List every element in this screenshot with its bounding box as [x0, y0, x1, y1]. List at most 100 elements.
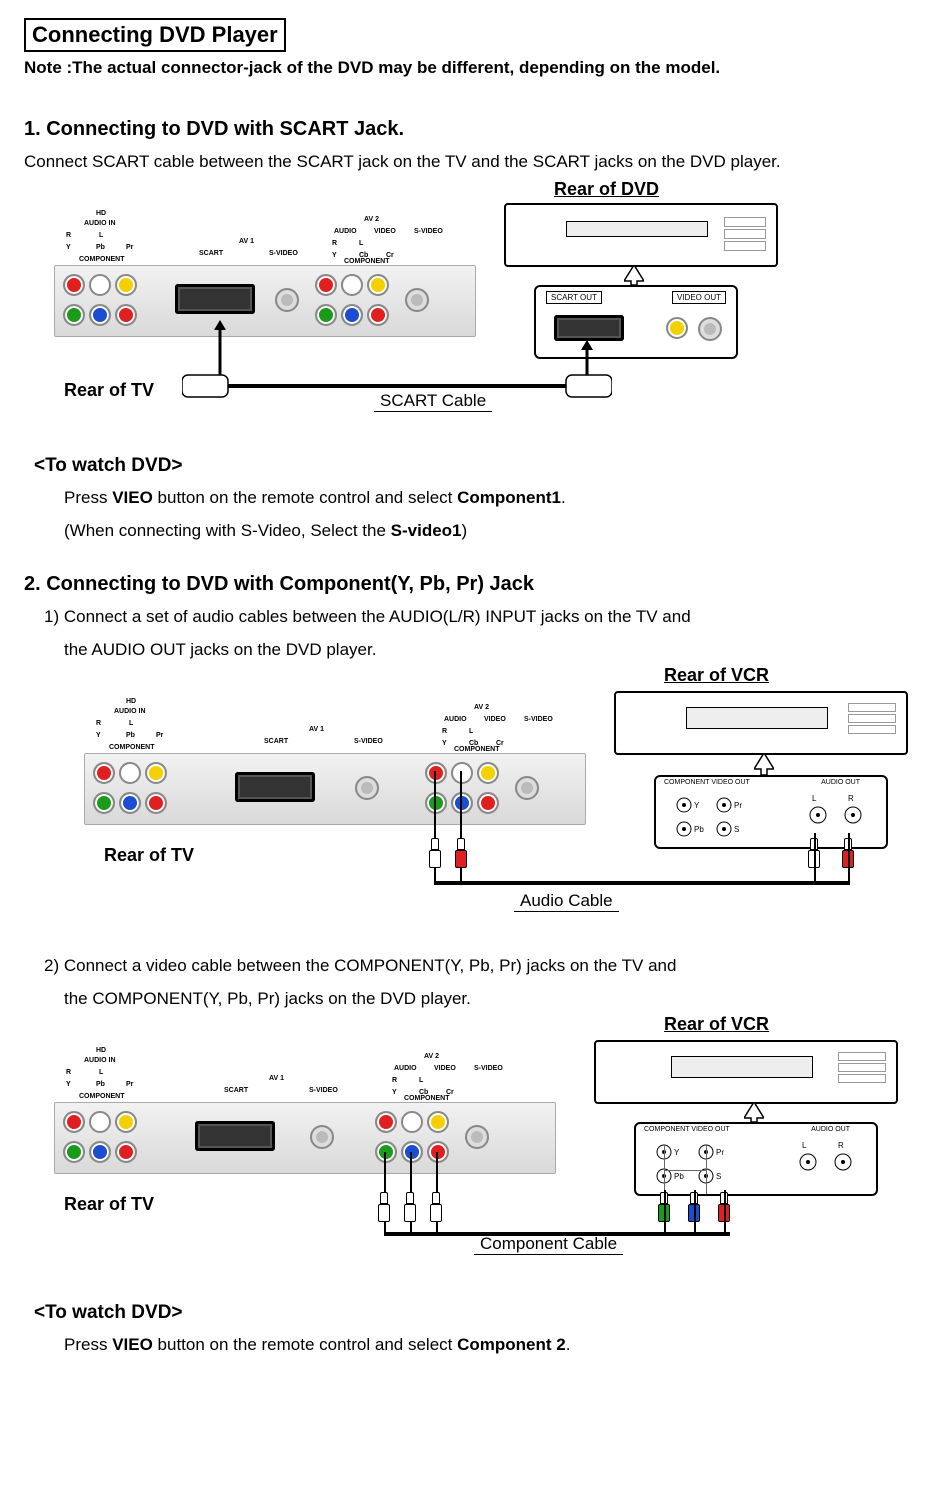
svg-text:VIDEO: VIDEO — [434, 1065, 456, 1072]
jack2-y — [315, 304, 337, 326]
jack-pb — [89, 304, 111, 326]
scart-arrow-up — [210, 320, 230, 380]
jack-comp-cb — [401, 1141, 423, 1163]
lbl-y2: Y — [332, 252, 337, 259]
svg-text:Pb: Pb — [674, 1172, 684, 1181]
svg-text:L: L — [802, 1141, 807, 1150]
jack2-cb — [341, 304, 363, 326]
svg-text:AV 2: AV 2 — [474, 704, 489, 711]
vieo-button-ref-2: VIEO — [112, 1335, 153, 1354]
watch1-line2: (When connecting with S-Video, Select th… — [64, 518, 907, 544]
section2-step2a: 2) Connect a video cable between the COM… — [44, 953, 907, 979]
svg-text:L: L — [812, 794, 817, 803]
jack-av2-r — [425, 762, 447, 784]
svg-text:L: L — [99, 1069, 104, 1076]
tv-panel-bg — [54, 265, 476, 337]
svg-text:S-VIDEO: S-VIDEO — [474, 1065, 503, 1072]
plug-pr-tv — [430, 1192, 442, 1220]
svg-text:AUDIO IN: AUDIO IN — [114, 708, 146, 715]
rear-tv-label-3: Rear of TV — [64, 1194, 154, 1215]
svg-text:S-VIDEO: S-VIDEO — [354, 738, 383, 745]
jack-comp-y — [375, 1141, 397, 1163]
svg-text:Y: Y — [66, 1081, 71, 1088]
plug-y-tv — [378, 1192, 390, 1220]
svg-text:SCART: SCART — [224, 1087, 249, 1094]
jack-pr — [115, 304, 137, 326]
dvd-zoom-arrow — [624, 265, 644, 285]
diagram-component: Rear of VCR HD AUDIO IN R L Y Pb Pr COMP… — [24, 1022, 907, 1282]
lbl-component2: COMPONENT — [344, 258, 390, 265]
jack2-l — [341, 274, 363, 296]
vcr-zoom-2: COMPONENT VIDEO OUT AUDIO OUT Y Pr Pb S … — [634, 1122, 878, 1196]
dvd-zoom-panel: SCART OUT VIDEO OUT — [534, 285, 738, 359]
rear-tv-label-2: Rear of TV — [104, 845, 194, 866]
lbl-svideo2: S-VIDEO — [414, 228, 443, 235]
jack-av2-l — [451, 762, 473, 784]
rear-vcr-label-1: Rear of VCR — [664, 665, 769, 686]
tv-rear-panel-3: HD AUDIO IN R L Y Pb Pr COMPONENT AV 1 S… — [54, 1042, 554, 1192]
lbl-hd: HD — [96, 210, 106, 217]
dvd-tray — [566, 221, 708, 237]
svg-text:R: R — [848, 794, 854, 803]
svg-text:Pb: Pb — [694, 825, 704, 834]
lbl-scart: SCART — [199, 250, 224, 257]
dvd-video-out-label: VIDEO OUT — [672, 291, 726, 304]
svg-text:COMPONENT: COMPONENT — [79, 1093, 125, 1100]
dvd-scart-out-label: SCART OUT — [546, 291, 602, 304]
jack2-r — [315, 274, 337, 296]
dvd-video-jack — [666, 317, 688, 339]
lbl-l: L — [99, 232, 104, 239]
tv-rear-panel: HD AUDIO IN R L Y Pb Pr COMPONENT AV 1 S… — [54, 205, 474, 355]
lbl-av2: AV 2 — [364, 216, 379, 223]
svg-text:AV 1: AV 1 — [309, 726, 324, 733]
dvd-buttons — [724, 217, 764, 247]
lbl-r2: R — [332, 240, 337, 247]
svg-text:COMPONENT: COMPONENT — [109, 744, 155, 751]
dvd-unit — [504, 203, 778, 267]
jack-video — [115, 274, 137, 296]
svg-text:AUDIO IN: AUDIO IN — [84, 1057, 116, 1064]
svg-text:L: L — [129, 720, 134, 727]
svg-text:S-VIDEO: S-VIDEO — [524, 716, 553, 723]
svg-text:S: S — [716, 1172, 721, 1181]
svg-text:R: R — [66, 1069, 71, 1076]
svg-text:AV 1: AV 1 — [269, 1075, 284, 1082]
vcr-zoom-arrow-2 — [744, 1102, 764, 1122]
section2-step1b: the AUDIO OUT jacks on the DVD player. — [64, 637, 907, 663]
lbl-pr: Pr — [126, 244, 134, 251]
svg-text:Pr: Pr — [716, 1148, 724, 1157]
svg-text:AUDIO: AUDIO — [394, 1065, 417, 1072]
dvd-svideo-port — [698, 317, 722, 341]
component2-ref: Component 2 — [457, 1335, 566, 1354]
plug-l-tv — [429, 838, 441, 866]
svg-text:AV 2: AV 2 — [424, 1053, 439, 1060]
svg-text:VIDEO: VIDEO — [484, 716, 506, 723]
svg-text:Pr: Pr — [734, 801, 742, 810]
lbl-component: COMPONENT — [79, 256, 125, 263]
tv-panel-bg-2 — [84, 753, 586, 825]
section2-heading: 2. Connecting to DVD with Component(Y, P… — [24, 573, 907, 596]
section1-line1: Connect SCART cable between the SCART ja… — [24, 149, 907, 175]
dvd-scart-port — [554, 315, 624, 341]
svg-text:L: L — [419, 1077, 424, 1084]
svg-text:Y: Y — [96, 732, 101, 739]
svg-text:Pb: Pb — [96, 1081, 105, 1088]
svg-text:Y: Y — [442, 740, 447, 747]
vcr-zoom-arrow-1 — [754, 753, 774, 775]
scart-port — [175, 284, 255, 314]
tv-panel-bg-3 — [54, 1102, 556, 1174]
watch-dvd-heading-2: <To watch DVD> — [34, 1302, 907, 1324]
svg-text:Pr: Pr — [126, 1081, 134, 1088]
lbl-y: Y — [66, 244, 71, 251]
rear-of-dvd-label: Rear of DVD — [554, 179, 659, 200]
page-title: Connecting DVD Player — [24, 18, 286, 52]
lbl-r: R — [66, 232, 71, 239]
lbl-video: VIDEO — [374, 228, 396, 235]
watch-dvd-heading-1: <To watch DVD> — [34, 455, 907, 477]
plug-pb-tv — [404, 1192, 416, 1220]
svg-text:SCART: SCART — [264, 738, 289, 745]
jack-y — [63, 304, 85, 326]
section1-heading: 1. Connecting to DVD with SCART Jack. — [24, 118, 907, 141]
note-text: Note :The actual connector-jack of the D… — [24, 58, 907, 78]
watch2-line1: Press VIEO button on the remote control … — [64, 1332, 907, 1358]
